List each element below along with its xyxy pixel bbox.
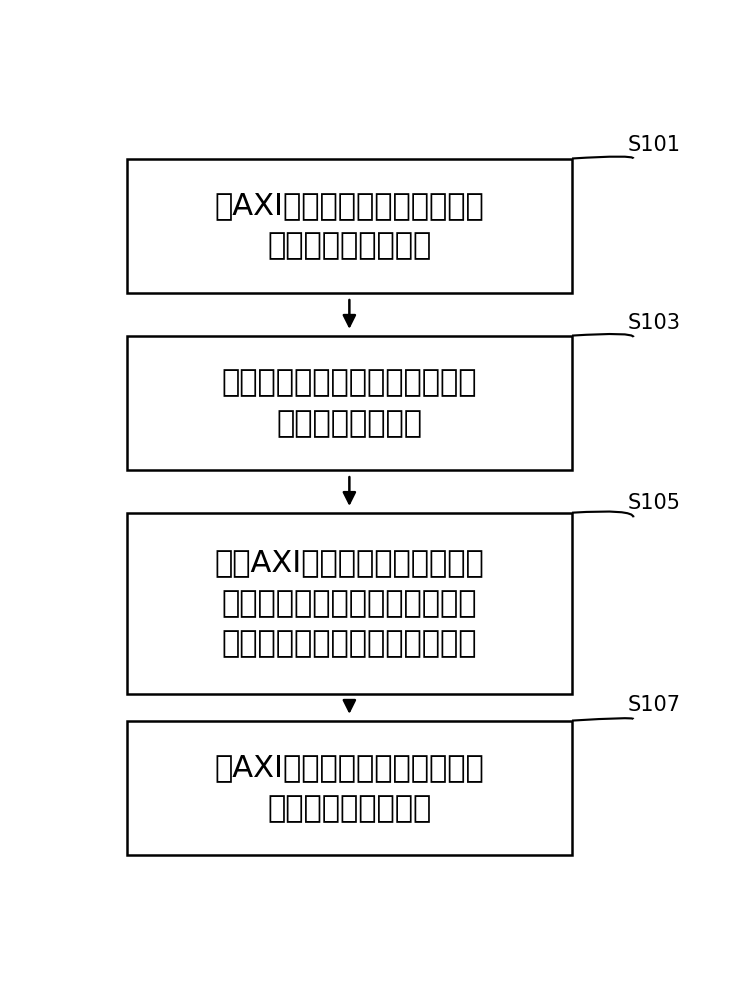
Text: 基于AXI总线的协议确定突发读
长度，并基于突发读长度、读延
迟、和预期带宽确定预期读周期: 基于AXI总线的协议确定突发读 长度，并基于突发读长度、读延 迟、和预期带宽确定…: [215, 548, 485, 658]
Text: S107: S107: [627, 695, 680, 715]
Text: S103: S103: [627, 313, 680, 333]
Text: S101: S101: [627, 135, 680, 155]
FancyBboxPatch shape: [127, 158, 572, 293]
FancyBboxPatch shape: [127, 336, 572, 470]
FancyBboxPatch shape: [127, 513, 572, 694]
Text: 基于读地址有效信号和读数据有
效信号确定读延迟: 基于读地址有效信号和读数据有 效信号确定读延迟: [222, 368, 477, 438]
Text: S105: S105: [627, 493, 680, 513]
Text: 从AXI总线上获取读地址有效信
号和读数据有效信号: 从AXI总线上获取读地址有效信 号和读数据有效信号: [215, 191, 485, 261]
Text: 将AXI总线的读地址有效信号周
期设置为预期读周期: 将AXI总线的读地址有效信号周 期设置为预期读周期: [215, 753, 485, 823]
FancyBboxPatch shape: [127, 721, 572, 855]
